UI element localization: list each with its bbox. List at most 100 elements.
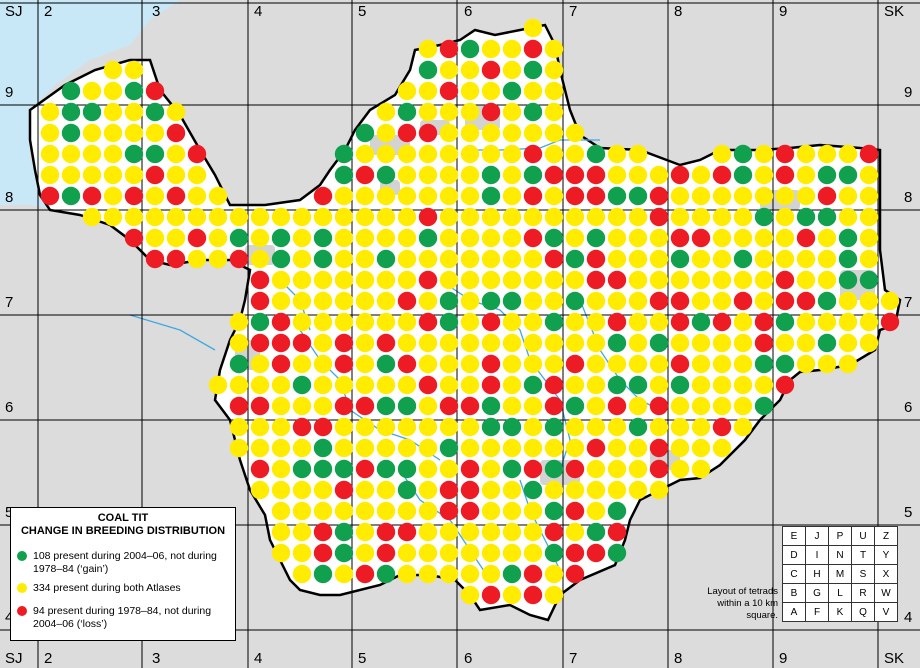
- tetrad-dot: [481, 123, 501, 143]
- tetrad-dot: [439, 333, 459, 353]
- tetrad-dot: [439, 228, 459, 248]
- tetrad-dot: [565, 417, 585, 437]
- tetrad-dot: [439, 270, 459, 290]
- tetrad-dot: [775, 354, 795, 374]
- tetrad-dot: [859, 228, 879, 248]
- tetrad-dot: [481, 375, 501, 395]
- tetrad-dot: [166, 207, 186, 227]
- tetrad-dot: [376, 438, 396, 458]
- tetrad-dot: [271, 438, 291, 458]
- tetrad-dot: [439, 459, 459, 479]
- tetrad-dot: [355, 123, 375, 143]
- tetrad-dot: [439, 522, 459, 542]
- tetrad-dot: [544, 207, 564, 227]
- tetrad-dot: [544, 564, 564, 584]
- tetrad-dot: [544, 312, 564, 332]
- grid-label-top: 5: [358, 3, 366, 20]
- tetrad-dot: [40, 165, 60, 185]
- tetrad-dot: [628, 480, 648, 500]
- tetrad-dot: [544, 39, 564, 59]
- gain-dot-icon: [17, 551, 27, 561]
- grid-label-bottom: 2: [44, 650, 52, 667]
- tetrad-dot: [607, 501, 627, 521]
- grid-label-bottom: SK: [884, 650, 904, 667]
- tetrad-dot: [565, 186, 585, 206]
- tetrad-dot: [355, 312, 375, 332]
- tetrad-dot: [124, 123, 144, 143]
- tetrad-dot: [712, 186, 732, 206]
- tetrad-dot: [502, 60, 522, 80]
- tetrad-dot: [523, 291, 543, 311]
- tetrad-dot: [586, 501, 606, 521]
- tetrad-dot: [229, 249, 249, 269]
- tetrad-dot: [733, 375, 753, 395]
- tetrad-dot: [313, 291, 333, 311]
- tetrad-dot: [124, 81, 144, 101]
- tetrad-dot: [880, 312, 900, 332]
- tetrad-dot: [607, 249, 627, 269]
- tetrad-dot: [313, 396, 333, 416]
- tetrad-dot: [418, 501, 438, 521]
- tetrad-dot: [523, 207, 543, 227]
- tetrad-dot: [628, 375, 648, 395]
- tetrad-dot: [565, 375, 585, 395]
- tetrad-dot: [334, 186, 354, 206]
- tetrad-dot: [544, 228, 564, 248]
- tetrad-dot: [670, 249, 690, 269]
- tetrad-dot: [502, 312, 522, 332]
- tetrad-dot: [733, 333, 753, 353]
- tetrad-dot: [187, 186, 207, 206]
- tetrad-dot: [502, 522, 522, 542]
- tetrad-dot: [607, 375, 627, 395]
- tetrad-dot: [544, 291, 564, 311]
- tetrad-dot: [439, 144, 459, 164]
- tetrad-dot: [376, 207, 396, 227]
- tetrad-dot: [523, 102, 543, 122]
- tetrad-dot: [376, 123, 396, 143]
- tetrad-dot: [292, 333, 312, 353]
- tetrad-dots: [40, 18, 900, 605]
- tetrad-dot: [418, 417, 438, 437]
- tetrad-dot: [460, 396, 480, 416]
- tetrad-dot: [334, 291, 354, 311]
- legend-item-label: 108 present during 2004–06, not during 1…: [33, 550, 217, 575]
- tetrad-dot: [418, 81, 438, 101]
- tetrad-cell: H: [805, 564, 829, 584]
- tetrad-cell: Z: [874, 526, 898, 546]
- tetrad-dot: [61, 144, 81, 164]
- tetrad-dot: [313, 564, 333, 584]
- tetrad-dot: [481, 228, 501, 248]
- tetrad-dot: [103, 186, 123, 206]
- tetrad-dot: [628, 459, 648, 479]
- tetrad-dot: [376, 375, 396, 395]
- tetrad-dot: [208, 207, 228, 227]
- tetrad-dot: [859, 249, 879, 269]
- tetrad-dot: [481, 585, 501, 605]
- tetrad-cell: X: [874, 564, 898, 584]
- tetrad-cell: M: [828, 564, 852, 584]
- tetrad-dot: [124, 207, 144, 227]
- grid-label-top: 7: [569, 3, 577, 20]
- tetrad-dot: [250, 228, 270, 248]
- tetrad-dot: [502, 585, 522, 605]
- tetrad-dot: [712, 312, 732, 332]
- tetrad-cell: Y: [874, 545, 898, 565]
- tetrad-cell: J: [805, 526, 829, 546]
- tetrad-dot: [628, 249, 648, 269]
- tetrad-dot: [796, 333, 816, 353]
- tetrad-dot: [250, 480, 270, 500]
- tetrad-dot: [355, 186, 375, 206]
- tetrad-dot: [481, 144, 501, 164]
- tetrad-dot: [565, 480, 585, 500]
- tetrad-dot: [502, 228, 522, 248]
- tetrad-dot: [586, 144, 606, 164]
- tetrad-dot: [313, 270, 333, 290]
- tetrad-dot: [376, 270, 396, 290]
- tetrad-dot: [397, 165, 417, 185]
- tetrad-dot: [418, 144, 438, 164]
- tetrad-dot: [754, 396, 774, 416]
- tetrad-dot: [103, 102, 123, 122]
- tetrad-dot: [691, 396, 711, 416]
- tetrad-dot: [439, 207, 459, 227]
- tetrad-dot: [376, 165, 396, 185]
